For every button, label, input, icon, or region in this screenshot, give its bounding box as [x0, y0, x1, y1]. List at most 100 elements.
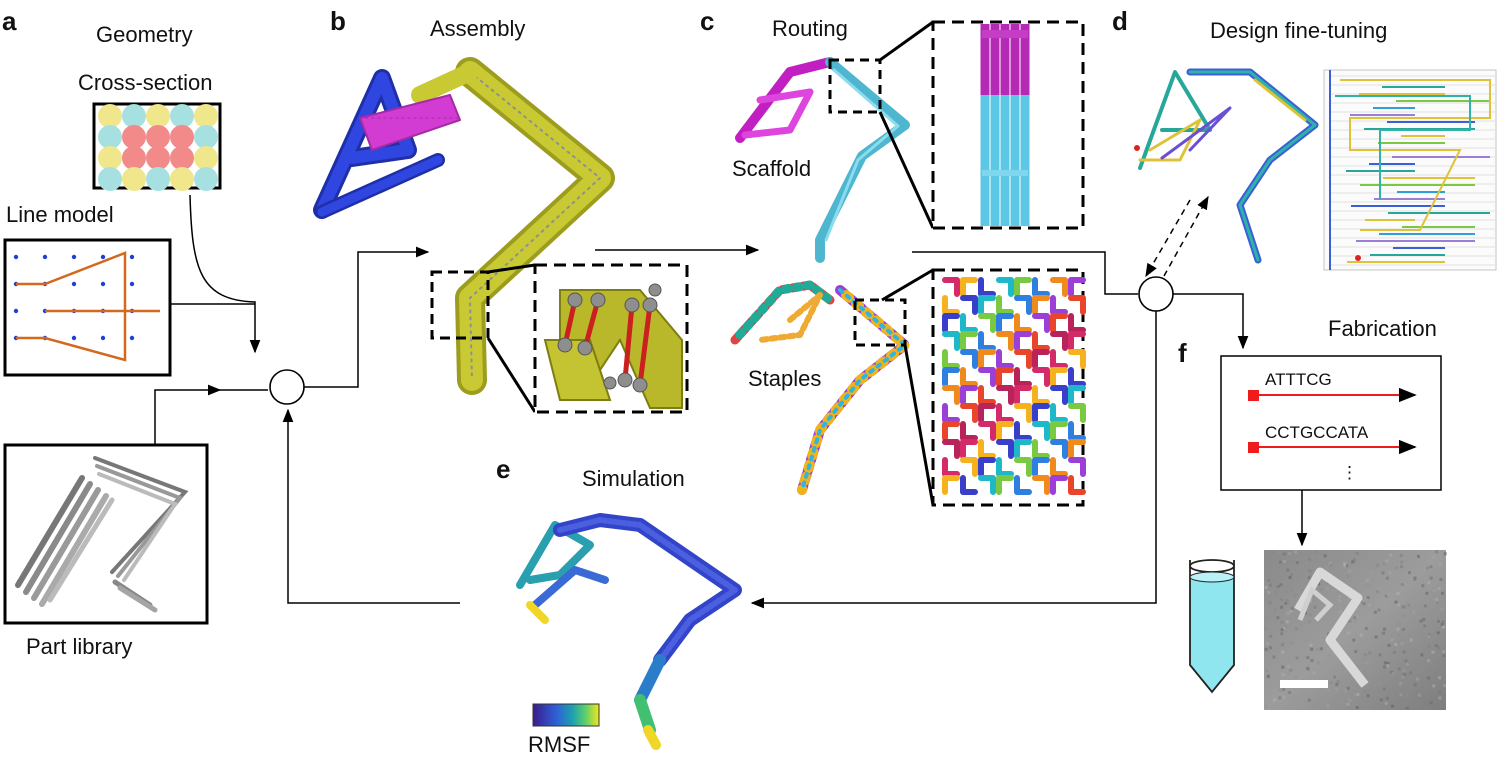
cadnano-strands	[1335, 79, 1491, 263]
staple-segment	[1050, 457, 1068, 477]
staple-segment	[1050, 475, 1068, 495]
staple-segment	[1014, 385, 1032, 405]
test-tube-icon	[1189, 559, 1235, 694]
finetune-junction-node	[1138, 276, 1174, 312]
staple-segment	[996, 421, 1014, 441]
grid-point	[13, 308, 19, 314]
assembly-zoom-region	[430, 270, 490, 340]
staple-segment	[1032, 439, 1050, 459]
staple-segment	[1068, 367, 1086, 387]
scaffold-label: Scaffold	[732, 156, 811, 181]
grid-point	[129, 335, 135, 341]
cross-section-helix	[146, 104, 170, 128]
staple-segment	[1032, 295, 1050, 315]
staple-segment	[960, 475, 978, 495]
staple-segment	[978, 385, 996, 405]
staple-segment	[960, 295, 978, 315]
staple-segment	[942, 475, 960, 495]
arrow-to-fabrication	[1173, 293, 1249, 350]
grid-point	[100, 335, 106, 341]
grid-point	[100, 281, 106, 287]
staple-segment	[960, 313, 978, 333]
rmsf-label: RMSF	[528, 732, 590, 757]
staple-segment	[978, 439, 996, 459]
cadnano-grid	[1330, 75, 1496, 266]
grid-point	[71, 281, 77, 287]
staple-segment	[1050, 277, 1068, 297]
assembly-title: Assembly	[430, 16, 525, 41]
staple-segment	[996, 331, 1014, 351]
staples-zoom-connector-bottom	[903, 344, 935, 506]
staple-segment	[942, 295, 960, 315]
staple-segment	[942, 403, 960, 423]
staple-segment	[978, 457, 996, 477]
zoom-connector-bottom	[486, 337, 537, 413]
panel-f: f Fabrication ATTTCG CCTGCCATA ⋮	[1178, 316, 1447, 710]
scaffold-zoom-inset	[931, 20, 1085, 230]
cross-section-helix	[98, 125, 122, 149]
grid-point	[129, 254, 135, 260]
staples-zoom-connector-top	[881, 268, 934, 302]
scale-bar	[1280, 680, 1328, 688]
routing-title: Routing	[772, 16, 848, 41]
staple-segment	[960, 385, 978, 405]
staple-segment	[1014, 277, 1032, 297]
staple-segment	[1032, 385, 1050, 405]
staple-segment	[1032, 313, 1050, 333]
staple-segment	[978, 403, 996, 423]
cross-section-helix	[194, 104, 218, 128]
staple-segment	[1068, 403, 1086, 423]
cross-section-helix	[122, 125, 146, 149]
sequence-2-start	[1248, 442, 1259, 453]
finetune-title: Design fine-tuning	[1210, 18, 1387, 43]
finetune-3d-view	[1134, 68, 1319, 264]
staple-segment	[1014, 331, 1032, 351]
staple-segment	[996, 313, 1014, 333]
staple-segment	[978, 475, 996, 495]
staple-segment	[942, 457, 960, 477]
scaffold-zoom-strands	[980, 24, 1030, 226]
staple-segment	[1068, 475, 1086, 495]
cross-section-helix	[98, 146, 122, 170]
cross-section-helix	[194, 146, 218, 170]
zoom-connector-top	[487, 263, 536, 274]
staple-segment	[1050, 439, 1068, 459]
panel-a: a Geometry Cross-section Line model	[2, 6, 222, 659]
grid-point	[129, 281, 135, 287]
connector-to-finetune-junction	[912, 251, 1138, 295]
panel-d-letter: d	[1112, 6, 1128, 36]
staple-segment	[1014, 421, 1032, 441]
staple-segment	[1032, 457, 1050, 477]
staple-segment	[960, 331, 978, 351]
staple-segment	[1068, 349, 1086, 369]
sequence-ellipsis: ⋮	[1341, 463, 1358, 482]
panel-a-connectors	[154, 194, 268, 445]
staple-segment	[1050, 349, 1068, 369]
staple-segment	[996, 439, 1014, 459]
cross-section-helices	[98, 104, 218, 191]
cross-section-helix	[194, 167, 218, 191]
staple-segment	[960, 457, 978, 477]
fabrication-title: Fabrication	[1328, 316, 1437, 341]
rmsf-colorbar	[532, 703, 600, 727]
staple-segment	[996, 457, 1014, 477]
cross-section-helix	[122, 146, 146, 170]
line-model-outline	[16, 251, 127, 362]
panel-c-letter: c	[700, 6, 714, 36]
staple-segment	[1068, 385, 1086, 405]
tem-micrograph-image	[1264, 550, 1447, 710]
staples-zoom-strands	[942, 277, 1086, 495]
line-model-label: Line model	[6, 202, 114, 227]
part-library-bundle-left	[15, 475, 115, 607]
staple-segment	[1014, 349, 1032, 369]
grid-point	[42, 254, 48, 260]
arrow-to-assembly	[304, 246, 430, 388]
panel-b: b Assembly	[313, 6, 689, 414]
staple-segment	[1014, 313, 1032, 333]
cross-section-diagram	[92, 102, 222, 191]
staples-label: Staples	[748, 366, 821, 391]
arrow-to-simulation	[750, 311, 1157, 609]
staple-segment	[1050, 331, 1068, 351]
staple-segment	[960, 277, 978, 297]
scaffold-zoom-region	[828, 58, 882, 114]
